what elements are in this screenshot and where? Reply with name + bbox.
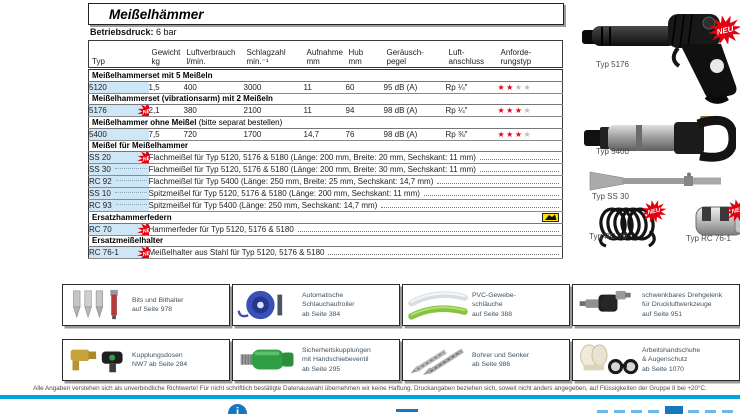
table-row: RC 93 Spitzmeißel für Typ 5400 (Länge: 2… (88, 199, 563, 212)
table-row: RC 76-1 NEU Meißelhalter aus Stahl für T… (88, 246, 563, 259)
type-cell: RC 70 NEU (88, 223, 149, 236)
table-row: RC 70 NEU Hammerfeder für Typ 5120, 5176… (88, 223, 563, 236)
product-label: Typ RC 76-1 (686, 234, 731, 243)
crossref-box-couplings: Kupplungsdosen NW7 ab Seite 284 (62, 339, 230, 381)
spring-pictogram-icon (542, 213, 559, 222)
col-luftanschluss: Luft-anschluss (445, 40, 498, 70)
gloves-goggles-image (580, 344, 639, 375)
col-hub: Hub mm (345, 40, 384, 70)
product-label: Typ 5176 (596, 60, 629, 69)
crossref-box-safety-couplings: Sicherheitskupplungen mit Handschiebeven… (232, 339, 400, 381)
neu-badge: NEU (135, 152, 149, 164)
col-luftverbrauch: Luftverbrauch l/min. (183, 40, 244, 70)
swivel-joint-image (579, 290, 631, 312)
rating-stars: ★★★★ (497, 128, 563, 141)
col-schlagzahl: Schlagzahl min.⁻¹ (243, 40, 304, 70)
section-header: Meißelhammerset mit 5 Meißeln (88, 68, 563, 82)
hammer-5176-image (582, 14, 737, 104)
table-row: SS 20 NEU Flachmeißel für Typ 5120, 5176… (88, 151, 563, 164)
section-header: Meißelhammerset (vibrationsarm) mit 2 Me… (88, 93, 563, 105)
rating-stars: ★★★★ (497, 104, 563, 117)
type-cell: RC 93 (88, 199, 149, 212)
product-label: Typ RC 70 (589, 232, 627, 241)
neu-badge: NEU (135, 105, 149, 117)
table-row: 5120 1,5 400 3000 11 60 95 dB (A) Rp ¼″ … (88, 81, 563, 94)
pvc-hoses-image (408, 291, 468, 320)
table-row: SS 10 Spitzmeißel für Typ 5120, 5176 & 5… (88, 187, 563, 200)
crossref-box-gloves-goggles: Arbeitshandschuhe & Augenschutz ab Seite… (572, 339, 740, 381)
crossref-box-drills: Bohrer und Senker ab Seite 986 (402, 339, 570, 381)
hammer-5400-image (584, 116, 736, 162)
type-cell: 5400 (88, 128, 149, 141)
safety-coupling-image (240, 349, 294, 370)
col-geraeuschpegel: Geräusch-pegel (383, 40, 446, 70)
col-aufnahme: Aufnahme mm (303, 40, 346, 70)
spring-rc70-image (599, 207, 656, 248)
page-title: Meißelhämmer (109, 6, 204, 22)
product-label: Typ 5400 (596, 147, 629, 156)
spec-table: Typ Gewicht kg Luftverbrauch l/min. Schlag… (88, 40, 563, 259)
operating-pressure: Betriebsdruck: 6 bar (90, 27, 177, 37)
pressure-label: Betriebsdruck: (90, 27, 154, 37)
crossref-box-hose-reel: Automatische Schlauchaufroller ab Seite … (232, 284, 400, 326)
type-cell: SS 30 (88, 163, 149, 176)
partial-logo-fragment (396, 409, 418, 412)
col-anforderungstyp: Anforde-rungstyp (497, 40, 563, 70)
crossref-box-bits: Bits und Bithalter auf Seite 978 (62, 284, 230, 326)
product-label: Typ SS 30 (592, 192, 629, 201)
fineprint-note: Alle Angaben verstehen sich als unverbin… (33, 385, 707, 392)
table-row: 5176 NEU 2,1 380 2100 11 94 98 dB (A) Rp… (88, 104, 563, 117)
crossref-box-hoses: PVC-Gewebe- schläuche auf Seite 388 (402, 284, 570, 326)
hose-reel-image (237, 290, 283, 320)
col-typ: Typ (88, 40, 149, 70)
type-cell: RC 76-1 NEU (88, 246, 149, 259)
pressure-value: 6 bar (153, 27, 177, 37)
bits-image (73, 289, 118, 320)
section-header: Ersatzmeißelhalter (88, 235, 563, 247)
section-header: Meißelhammer ohne Meißel (bitte separat … (88, 116, 563, 129)
rating-stars: ★★★★ (497, 81, 563, 94)
section-header: Meißel für Meißelhammer (88, 140, 563, 152)
neu-badge: NEU (135, 247, 149, 259)
table-row: RC 92 Flachmeißel für Typ 5400 (Länge: 2… (88, 175, 563, 188)
col-gewicht: Gewicht kg (148, 40, 184, 70)
drills-image (410, 348, 464, 376)
type-cell: SS 10 (88, 187, 149, 200)
page-title-box: Meißelhämmer (88, 3, 564, 25)
info-icon: i (228, 404, 247, 414)
crossref-box-swivel: schwenkbares Drehgelenk für Druckluftwer… (572, 284, 740, 326)
type-cell: 5176 NEU (88, 104, 149, 117)
table-row: 5400 7,5 720 1700 14,7 76 98 dB (A) Rp ⅜… (88, 128, 563, 141)
type-cell: SS 20 NEU (88, 151, 149, 164)
table-header-row: Typ Gewicht kg Luftverbrauch l/min. Schlag… (88, 40, 563, 70)
type-cell: RC 92 (88, 175, 149, 188)
couplings-image (70, 349, 123, 373)
neu-badge: NEU (135, 223, 149, 235)
holder-rc76-image (695, 206, 740, 236)
type-cell: 5120 (88, 81, 149, 94)
section-header: Ersatzhammerfedern (88, 211, 563, 224)
footer-divider-bar (0, 395, 740, 399)
table-row: SS 30 Flachmeißel für Typ 5120, 5176 & 5… (88, 163, 563, 176)
chisel-ss30-image (589, 171, 721, 191)
